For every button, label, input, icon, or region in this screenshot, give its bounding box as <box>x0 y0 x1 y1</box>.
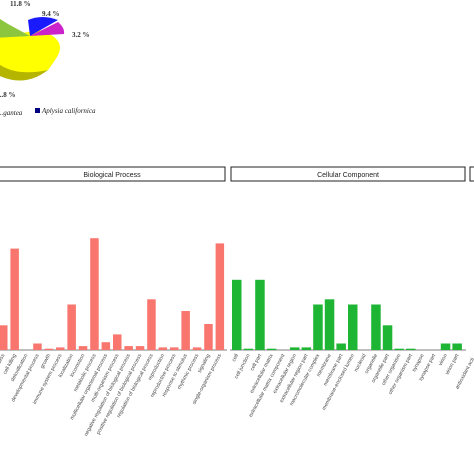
panel-title-cc: Cellular Component <box>317 172 379 179</box>
pie-slice-blue <box>28 17 58 36</box>
bar-1-1 <box>243 348 254 350</box>
panel-header-bp <box>0 166 226 182</box>
bar-0-7 <box>78 346 88 350</box>
bar-0-9 <box>101 342 111 350</box>
bar-1-6 <box>301 347 312 350</box>
bar-1-18 <box>440 343 451 350</box>
bar-0-16 <box>181 311 190 350</box>
bar-1-12 <box>371 304 381 350</box>
bar-1-3 <box>266 348 277 350</box>
panel-header-cc <box>230 166 466 182</box>
pie-slice-magenta <box>30 22 65 36</box>
panel-headers: Biological Process Cellular Component <box>0 166 474 182</box>
panel-header-mf <box>469 166 474 182</box>
panel-title-bp: Biological Process <box>83 172 141 179</box>
bar-1-10 <box>348 304 358 350</box>
pie-label-2: 3.2 % <box>72 31 90 39</box>
legend-label-1: Aplysia californica <box>41 107 96 115</box>
bar-0-11 <box>124 346 133 350</box>
pie-slice-yellow <box>0 30 60 73</box>
bar-0-0 <box>0 325 8 350</box>
bar-1-8 <box>324 299 335 350</box>
bar-0-12 <box>135 346 145 350</box>
pie-slice-green <box>0 19 30 38</box>
bar-0-10 <box>113 334 122 350</box>
bar-0-3 <box>33 343 42 350</box>
pie-label-3: ...8 % <box>0 91 16 99</box>
bar-1-2 <box>255 279 265 350</box>
bar-1-14 <box>394 348 404 350</box>
legend-label-0: ...gantea <box>0 109 23 117</box>
bar-0-1 <box>10 248 19 350</box>
bar-0-4 <box>44 348 54 350</box>
bar-1-15 <box>406 348 416 350</box>
bar-0-19 <box>215 243 225 350</box>
bar-series <box>0 238 462 350</box>
legend-swatch-1 <box>35 108 40 113</box>
bar-1-0 <box>232 279 242 350</box>
pie-label-0: 11.8 % <box>10 0 31 8</box>
bar-0-13 <box>147 299 156 350</box>
tick-label-1-0: cell <box>231 353 240 363</box>
bar-0-5 <box>56 347 65 350</box>
bar-0-18 <box>204 324 213 350</box>
bar-1-13 <box>382 325 393 350</box>
bar-1-7 <box>313 304 323 350</box>
bar-0-15 <box>170 347 179 350</box>
bar-1-19 <box>452 343 462 350</box>
bar-0-17 <box>192 347 202 350</box>
bar-1-5 <box>290 347 300 350</box>
tick-label-1-18: virion <box>438 353 449 367</box>
bar-1-9 <box>336 343 346 350</box>
pie-chart: 11.8 % 9.4 % 3.2 % ...8 % ...gantea Aply… <box>0 0 96 117</box>
pie-label-1: 9.4 % <box>42 10 60 18</box>
bar-0-8 <box>90 238 99 350</box>
bar-0-6 <box>67 304 76 350</box>
bar-0-14 <box>158 347 168 350</box>
